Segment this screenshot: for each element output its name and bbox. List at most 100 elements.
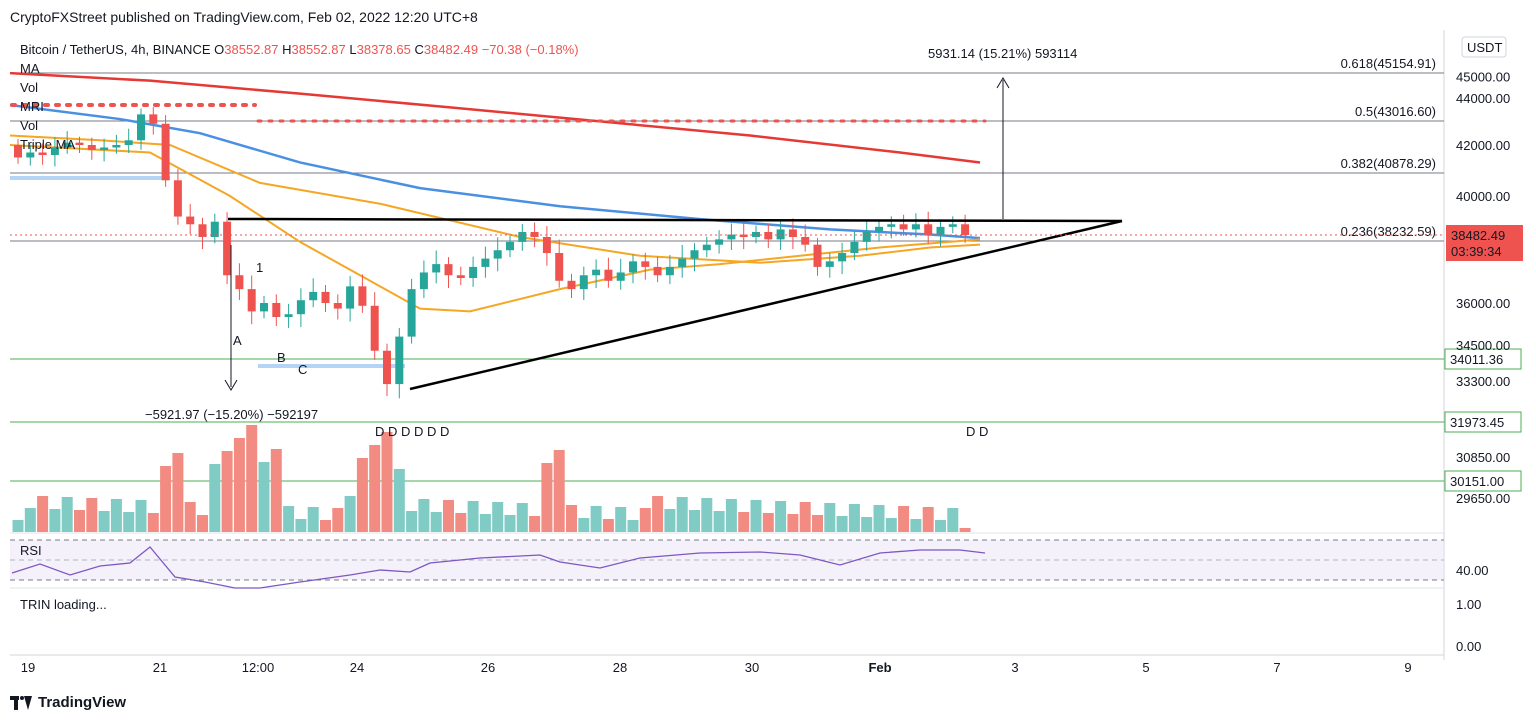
candle-body-2	[38, 152, 47, 155]
y-tick-2: 42000.00	[1456, 138, 1510, 153]
candle-body-56	[702, 244, 711, 251]
volume-bar-64	[799, 502, 811, 532]
candle-body-44	[555, 253, 564, 281]
fib-label-2: 0.382(40878.29)	[1341, 156, 1436, 171]
candle-body-57	[715, 239, 724, 245]
rsi-pane-label[interactable]: RSI	[20, 543, 42, 558]
volume-bar-49	[615, 507, 627, 532]
volume-bar-68	[848, 504, 860, 532]
volume-bar-40	[504, 515, 516, 532]
indicator-triple-ma[interactable]: Triple MA	[20, 137, 76, 152]
volume-bar-27	[344, 496, 356, 532]
candle-body-40	[506, 241, 514, 251]
ma-red-line	[9, 71, 981, 164]
volume-bar-20	[258, 462, 270, 532]
symbol-title: Bitcoin / TetherUS, 4h, BINANCE	[20, 42, 211, 57]
volume-bar-48	[602, 519, 614, 532]
volume-bar-29	[369, 445, 381, 532]
volume-bar-77	[959, 528, 971, 532]
low-label: L	[349, 42, 357, 57]
candle-body-47	[592, 269, 601, 276]
volume-bar-39	[492, 502, 504, 532]
candle-body-55	[690, 250, 699, 259]
volume-bar-6	[86, 498, 98, 532]
candle-body-35	[444, 264, 453, 276]
candle-body-69	[862, 231, 871, 242]
candle-body-50	[629, 261, 637, 273]
volume-bar-63	[787, 514, 799, 532]
x-tick-0: 19	[21, 660, 35, 675]
volume-bar-52	[652, 496, 664, 532]
trin-tick-1: 0.00	[1456, 639, 1481, 654]
volume-bar-9	[123, 512, 135, 532]
volume-bar-35	[443, 500, 454, 532]
volume-bar-62	[775, 501, 787, 532]
tradingview-footer[interactable]: TradingView	[10, 694, 126, 711]
volume-bar-4	[61, 497, 73, 532]
candle-body-60	[752, 231, 760, 237]
y-tick-0: 45000.00	[1456, 69, 1510, 84]
indicator-mri[interactable]: MRI	[20, 99, 44, 114]
indicator-vol-2[interactable]: Vol	[20, 118, 39, 133]
wave-label-b: B	[277, 350, 286, 365]
candle-body-39	[493, 250, 502, 259]
volume-bar-28	[356, 458, 368, 532]
volume-bar-22	[283, 506, 295, 532]
change-value: −70.38 (−0.18%)	[481, 42, 579, 57]
x-tick-2: 12:00	[242, 660, 275, 675]
candle-body-6	[87, 145, 96, 150]
volume-bar-11	[147, 513, 159, 532]
volume-bar-56	[701, 498, 713, 532]
high-value: 38552.87	[291, 42, 346, 57]
candle-body-24	[309, 291, 318, 301]
trin-pane-label[interactable]: TRIN loading...	[20, 597, 107, 612]
volume-bar-26	[332, 508, 344, 532]
volume-bar-2	[37, 496, 49, 532]
volume-bar-43	[541, 463, 553, 532]
candle-body-74	[924, 224, 933, 235]
candle-body-73	[911, 224, 920, 230]
rsi-tick-0: 40.00	[1456, 563, 1489, 578]
symbol-row: Bitcoin / TetherUS, 4h, BINANCE O 38552.8…	[20, 40, 579, 59]
divergence-labels-right: D D	[966, 424, 988, 439]
volume-bar-13	[172, 453, 184, 532]
candle-body-32	[407, 289, 416, 337]
indicator-ma[interactable]: MA	[20, 61, 40, 76]
candle-body-71	[887, 224, 896, 227]
y-tick-8: 29650.00	[1456, 491, 1510, 506]
volume-bar-51	[639, 508, 651, 532]
candle-body-54	[678, 258, 687, 267]
indicator-vol[interactable]: Vol	[20, 80, 39, 95]
volume-bar-19	[246, 425, 258, 532]
price-badge-value: 38482.49	[1451, 228, 1505, 243]
candle-body-43	[542, 236, 551, 254]
trin-tick-0: 1.00	[1456, 597, 1481, 612]
volume-bar-57	[713, 511, 725, 532]
y-tick-1: 44000.00	[1456, 91, 1510, 106]
volume-bar-66	[824, 503, 836, 532]
candle-body-14	[186, 216, 195, 225]
volume-bar-25	[320, 520, 331, 532]
volume-bar-16	[209, 464, 221, 532]
candle-body-67	[838, 253, 847, 262]
x-tick-4: 26	[481, 660, 495, 675]
open-label: O	[214, 42, 225, 57]
candle-body-11	[149, 114, 158, 124]
chart-legend: Bitcoin / TetherUS, 4h, BINANCE O 38552.8…	[20, 40, 579, 154]
candle-body-18	[235, 275, 244, 290]
candle-body-0	[14, 145, 22, 158]
y-tick-5: 34500.00	[1456, 338, 1510, 353]
support-badge-text-0: 34011.36	[1450, 352, 1503, 367]
measure-up-text: 5931.14 (15.21%) 593114	[928, 46, 1077, 61]
support-badge-text-2: 30151.00	[1450, 474, 1504, 489]
high-label: H	[282, 42, 292, 57]
volume-bar-7	[98, 511, 110, 532]
wave-label-a: A	[233, 333, 242, 348]
currency-badge-text: USDT	[1467, 40, 1502, 55]
candle-body-70	[875, 226, 883, 232]
volume-bar-54	[676, 497, 688, 532]
candle-body-45	[567, 280, 576, 290]
x-tick-6: 30	[745, 660, 759, 675]
candle-body-20	[260, 303, 268, 312]
